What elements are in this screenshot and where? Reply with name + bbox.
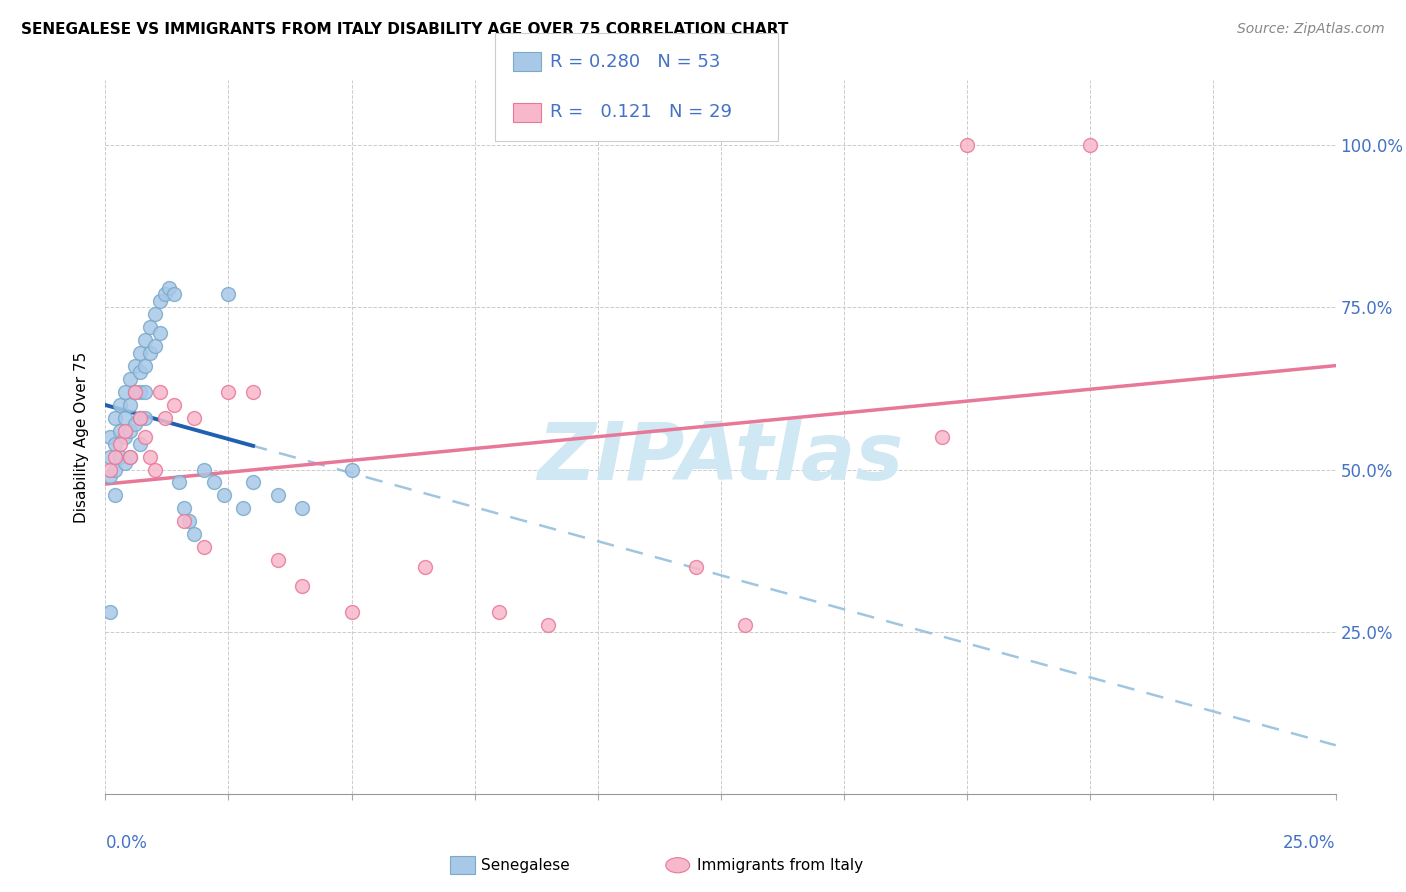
Point bbox=[173, 515, 195, 529]
Point bbox=[114, 384, 136, 399]
Point bbox=[98, 450, 122, 464]
Point bbox=[98, 462, 122, 476]
Point bbox=[163, 398, 186, 412]
Point bbox=[242, 384, 264, 399]
Point bbox=[120, 424, 141, 438]
Point bbox=[415, 559, 437, 574]
Point bbox=[291, 579, 314, 593]
Point bbox=[143, 307, 166, 321]
Point bbox=[98, 469, 122, 483]
Point bbox=[734, 618, 756, 632]
Point bbox=[104, 436, 127, 450]
Point bbox=[183, 410, 205, 425]
Point bbox=[110, 450, 132, 464]
Point bbox=[143, 462, 166, 476]
Text: Source: ZipAtlas.com: Source: ZipAtlas.com bbox=[1237, 22, 1385, 37]
Point bbox=[159, 281, 180, 295]
Point bbox=[104, 450, 127, 464]
Point bbox=[134, 410, 156, 425]
Point bbox=[124, 359, 146, 373]
Point bbox=[153, 410, 176, 425]
Point bbox=[218, 287, 240, 301]
Point bbox=[537, 618, 560, 632]
Point bbox=[340, 462, 363, 476]
Point bbox=[124, 417, 146, 431]
Point bbox=[134, 384, 156, 399]
Point bbox=[104, 410, 127, 425]
Point bbox=[114, 424, 136, 438]
Point bbox=[291, 501, 314, 516]
Text: R = 0.280   N = 53: R = 0.280 N = 53 bbox=[550, 53, 720, 70]
Point bbox=[134, 333, 156, 347]
Point bbox=[183, 527, 205, 541]
Point bbox=[218, 384, 240, 399]
Point bbox=[149, 326, 172, 341]
Point bbox=[202, 475, 225, 490]
Point bbox=[129, 365, 152, 379]
Point bbox=[120, 398, 141, 412]
Point bbox=[149, 384, 172, 399]
Point bbox=[232, 501, 254, 516]
Point bbox=[179, 515, 201, 529]
Point bbox=[114, 410, 136, 425]
Point bbox=[685, 559, 707, 574]
Point bbox=[267, 488, 290, 502]
Point bbox=[120, 372, 141, 386]
Text: Immigrants from Italy: Immigrants from Italy bbox=[697, 858, 863, 872]
Point bbox=[134, 430, 156, 444]
Point bbox=[104, 462, 127, 476]
Point bbox=[173, 501, 195, 516]
Point bbox=[956, 138, 979, 153]
Point bbox=[129, 410, 152, 425]
Point bbox=[153, 287, 176, 301]
Point bbox=[212, 488, 235, 502]
Text: 25.0%: 25.0% bbox=[1284, 834, 1336, 852]
Y-axis label: Disability Age Over 75: Disability Age Over 75 bbox=[75, 351, 90, 523]
Point bbox=[340, 605, 363, 619]
Point bbox=[267, 553, 290, 567]
Point bbox=[120, 450, 141, 464]
Point bbox=[98, 605, 122, 619]
Point bbox=[149, 293, 172, 308]
Point bbox=[193, 462, 215, 476]
Point bbox=[120, 450, 141, 464]
Text: ZIPAtlas: ZIPAtlas bbox=[537, 419, 904, 498]
Text: 0.0%: 0.0% bbox=[105, 834, 148, 852]
Point bbox=[129, 345, 152, 359]
Point bbox=[193, 541, 215, 555]
Point bbox=[104, 488, 127, 502]
Point bbox=[110, 398, 132, 412]
Point bbox=[124, 384, 146, 399]
Point bbox=[129, 384, 152, 399]
Text: Senegalese: Senegalese bbox=[481, 858, 569, 872]
Point bbox=[138, 450, 162, 464]
Point bbox=[138, 319, 162, 334]
Point bbox=[143, 339, 166, 353]
Point bbox=[98, 430, 122, 444]
Point bbox=[242, 475, 264, 490]
Point bbox=[163, 287, 186, 301]
Point bbox=[110, 424, 132, 438]
Point bbox=[124, 384, 146, 399]
Point bbox=[129, 436, 152, 450]
Text: SENEGALESE VS IMMIGRANTS FROM ITALY DISABILITY AGE OVER 75 CORRELATION CHART: SENEGALESE VS IMMIGRANTS FROM ITALY DISA… bbox=[21, 22, 789, 37]
Point bbox=[1078, 138, 1101, 153]
Point bbox=[114, 430, 136, 444]
Point bbox=[138, 345, 162, 359]
Point bbox=[931, 430, 953, 444]
Point bbox=[169, 475, 191, 490]
Point bbox=[488, 605, 510, 619]
Text: R =   0.121   N = 29: R = 0.121 N = 29 bbox=[550, 103, 731, 121]
Point bbox=[110, 436, 132, 450]
Point bbox=[134, 359, 156, 373]
Point bbox=[129, 410, 152, 425]
Point bbox=[114, 456, 136, 470]
